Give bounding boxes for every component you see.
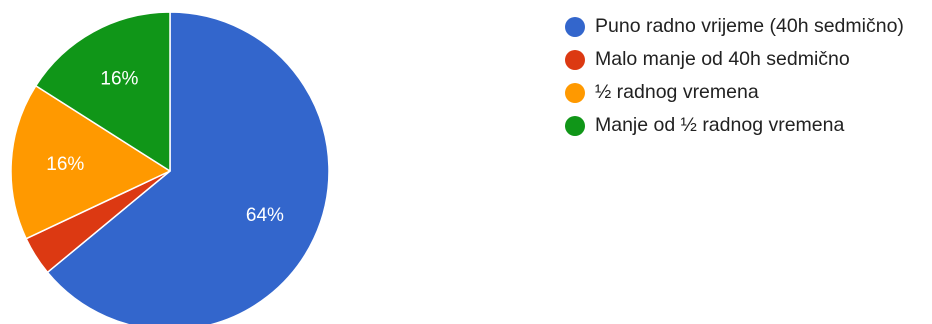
pie-slices xyxy=(10,11,330,324)
legend-item[interactable]: ½ radnog vremena xyxy=(565,76,904,109)
pie-slice-0[interactable] xyxy=(46,11,330,324)
legend-item[interactable]: Manje od ½ radnog vremena xyxy=(565,109,904,142)
legend-swatch xyxy=(565,49,585,70)
chart-legend: Puno radno vrijeme (40h sedmično) Malo ma… xyxy=(565,10,904,142)
legend-item[interactable]: Puno radno vrijeme (40h sedmično) xyxy=(565,10,904,43)
legend-label: Manje od ½ radnog vremena xyxy=(595,114,845,136)
pie-slice-label-0: 64% xyxy=(246,205,284,226)
pie-slice-labels: 64% 16% 16% xyxy=(46,69,284,227)
pie-slice-2[interactable] xyxy=(10,85,171,240)
legend-item[interactable]: Malo manje od 40h sedmično xyxy=(565,43,904,76)
pie-slice-3[interactable] xyxy=(35,11,171,172)
legend-label: Puno radno vrijeme (40h sedmično) xyxy=(595,15,904,37)
pie-slice-label-2: 16% xyxy=(46,154,84,175)
legend-label: Malo manje od 40h sedmično xyxy=(595,48,850,70)
legend-label: ½ radnog vremena xyxy=(595,81,759,103)
legend-swatch xyxy=(565,16,585,37)
legend-swatch xyxy=(565,82,585,103)
pie-slice-label-3: 16% xyxy=(100,69,138,90)
legend-swatch xyxy=(565,115,585,136)
